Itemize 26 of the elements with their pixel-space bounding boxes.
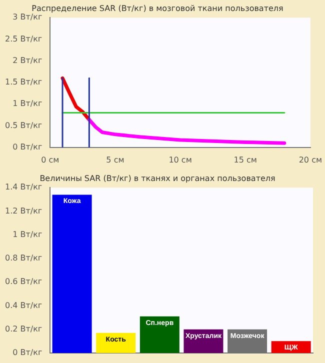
y-tick-label: 1.5 Вт/кг <box>4 78 42 87</box>
y-tick-label: 0.2 Вт/кг <box>4 324 42 334</box>
bar <box>96 332 136 353</box>
y-tick-label: 0 Вт/кг <box>12 142 42 152</box>
bar <box>271 341 311 353</box>
x-tick-label: 15 см <box>234 155 257 164</box>
x-tick-label: 5 см <box>106 155 124 164</box>
y-tick-label: 1 Вт/кг <box>12 230 42 239</box>
x-tick-label: 10 см <box>168 155 192 164</box>
y-tick-label: 0.8 Вт/кг <box>4 254 42 263</box>
y-tick-label: 0.5 Вт/кг <box>4 120 42 130</box>
x-tick-label: 20 см <box>298 155 322 164</box>
y-tick-label: 1.4 Вт/кг <box>4 182 42 192</box>
y-tick-label: 1.2 Вт/кг <box>4 206 42 216</box>
bar <box>140 316 180 353</box>
y-tick-label: 2.5 Вт/кг <box>4 34 42 44</box>
bar <box>52 194 92 353</box>
y-tick-label: 0.6 Вт/кг <box>4 277 42 286</box>
y-tick-label: 2 Вт/кг <box>12 56 42 65</box>
x-tick-label: 0 см <box>41 155 60 164</box>
chart-title: Величины SAR (Вт/кг) в тканях и органах пользователя <box>40 174 276 183</box>
y-tick-label: 1 Вт/кг <box>12 99 42 108</box>
y-tick-label: 0 Вт/кг <box>12 348 42 358</box>
y-tick-label: 3 Вт/кг <box>12 12 42 22</box>
y-tick-label: 0.4 Вт/кг <box>4 300 42 310</box>
chart-title: Распределение SAR (Вт/кг) в мозговой ткани пользователя <box>32 4 284 13</box>
